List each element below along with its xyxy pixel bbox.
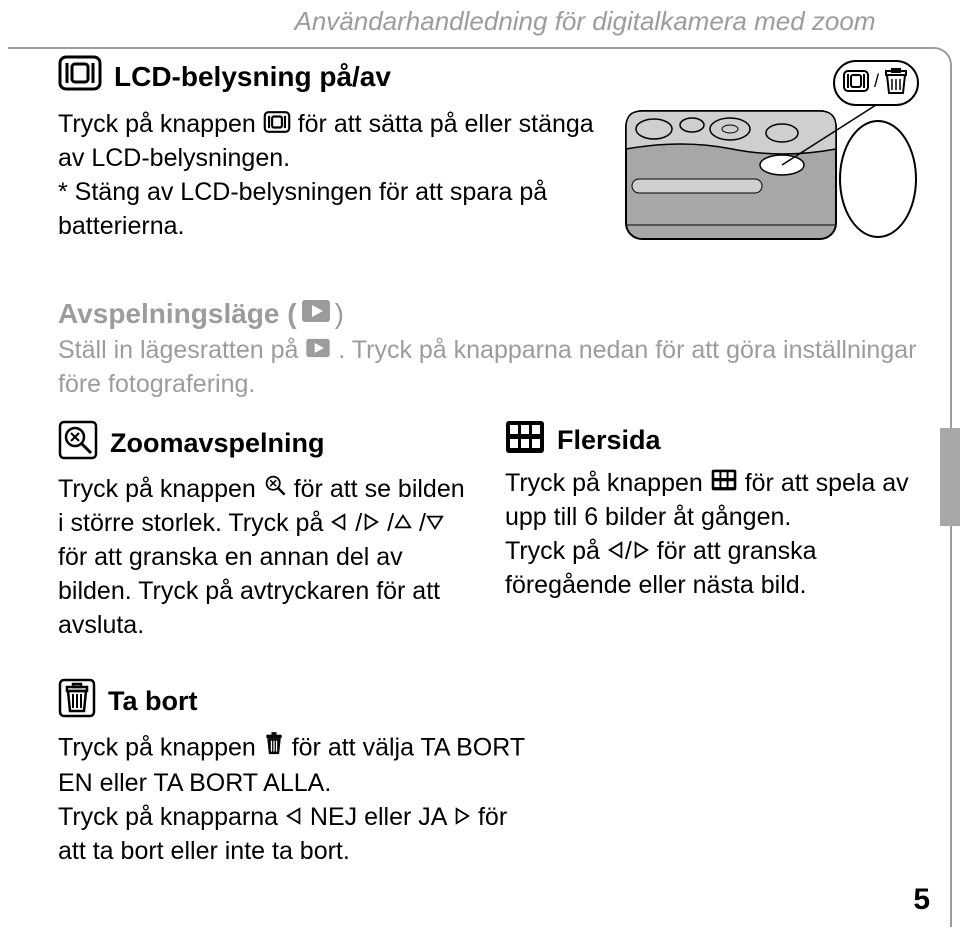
- delete-p2a: Tryck på knapparna: [58, 803, 285, 831]
- playback-heading: Avspelningsläge ( ): [58, 298, 922, 330]
- multi-paragraph-1: Tryck på knappen för att spela av upp ti…: [505, 467, 922, 535]
- delete-heading: Ta bort: [58, 678, 922, 725]
- play-icon: [301, 298, 331, 330]
- delete-section: Ta bort Tryck på knappen för att välja T…: [58, 678, 922, 869]
- multi-p1a: Tryck på knappen: [505, 469, 710, 497]
- zoom-section: Zoomavspelning Tryck på knappen för att …: [58, 420, 475, 643]
- trash-icon: [58, 678, 96, 725]
- multi-paragraph-2: Tryck på / för att granska föregående el…: [505, 535, 922, 603]
- lcd-note: * Stäng av LCD-belysningen för att spara…: [58, 176, 618, 244]
- lcd-section: LCD-belysning på/av Tryck på knappen för…: [58, 55, 922, 244]
- trash-icon: [263, 731, 285, 767]
- delete-p1a: Tryck på knappen: [58, 734, 263, 762]
- delete-p2b: NEJ eller JA: [310, 803, 453, 831]
- svg-text:/: /: [874, 71, 879, 91]
- page-number: 5: [913, 883, 930, 917]
- zoom-title: Zoomavspelning: [110, 428, 325, 459]
- multi-p2a: Tryck på: [505, 537, 607, 565]
- lcd-paragraph: Tryck på knappen för att sätta på eller …: [58, 108, 618, 176]
- left-right-arrows: /: [607, 535, 650, 569]
- camera-illustration: /: [622, 49, 922, 249]
- right-arrow-icon: [453, 801, 471, 835]
- page-header: Användarhandledning för digitalkamera me…: [218, 6, 952, 37]
- content-frame: LCD-belysning på/av Tryck på knappen för…: [8, 47, 952, 927]
- magnifier-x-icon: [263, 473, 287, 507]
- playback-intro-a: Ställ in lägesratten på: [58, 336, 305, 364]
- delete-paragraph-2: Tryck på knapparna NEJ eller JA för att …: [58, 801, 528, 869]
- display-icon: [263, 109, 291, 143]
- zoom-heading: Zoomavspelning: [58, 420, 475, 467]
- display-icon: [58, 55, 102, 98]
- thumbnails-icon: [505, 420, 545, 461]
- delete-paragraph-1: Tryck på knappen för att välja TA BORT E…: [58, 731, 528, 801]
- magnifier-x-icon: [58, 420, 98, 467]
- left-arrow-icon: [285, 801, 303, 835]
- lcd-text-a: Tryck på knappen: [58, 110, 263, 138]
- play-icon: [305, 334, 331, 368]
- four-direction-arrows: / / /: [330, 507, 444, 541]
- delete-title: Ta bort: [108, 686, 198, 717]
- side-tab: [940, 428, 960, 526]
- multi-section: Flersida Tryck på knappen för att spe: [505, 420, 922, 643]
- playback-intro: Ställ in lägesratten på . Tryck på knapp…: [58, 334, 922, 402]
- multi-heading: Flersida: [505, 420, 922, 461]
- zoom-p1c: för att granska en annan del av bilden. …: [58, 543, 440, 639]
- playback-title-close: ): [335, 298, 344, 329]
- multi-title: Flersida: [557, 425, 661, 456]
- thumbnails-icon: [710, 467, 738, 501]
- zoom-paragraph: Tryck på knappen för att se bilden i stö…: [58, 473, 475, 643]
- two-column-row: Zoomavspelning Tryck på knappen för att …: [58, 420, 922, 643]
- lcd-title-text: LCD-belysning på/av: [114, 61, 391, 93]
- zoom-p1a: Tryck på knappen: [58, 475, 263, 503]
- playback-title: Avspelningsläge (: [58, 298, 297, 329]
